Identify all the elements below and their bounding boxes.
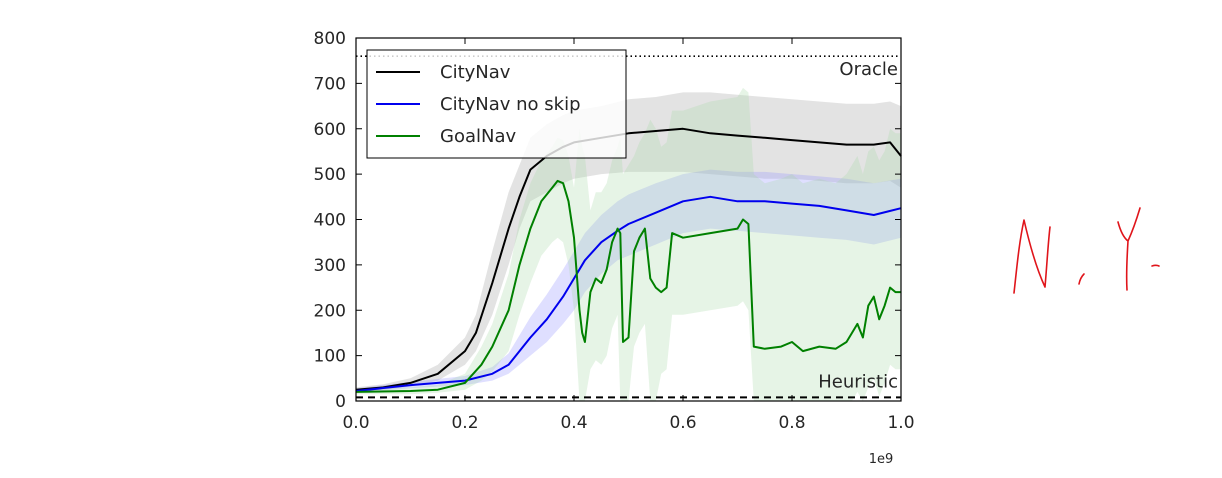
confidence-bands bbox=[356, 87, 901, 402]
x-tick-label: 0.0 bbox=[342, 413, 369, 433]
handwritten-dot-1 bbox=[1078, 273, 1085, 285]
x-tick-label: 0.6 bbox=[669, 413, 696, 433]
x-axis-offset-label: 1e9 bbox=[869, 452, 894, 467]
legend-label: GoalNav bbox=[440, 126, 516, 147]
axis-ticks: 0.0 0.2 0.4 0.6 0.8 1.0 0 100 200 300 400 500 600 700… bbox=[314, 29, 915, 433]
band-citynav bbox=[356, 92, 901, 392]
x-tick-label: 0.8 bbox=[778, 413, 805, 433]
refline-label-oracle: Oracle bbox=[839, 59, 898, 80]
series-line-citynav-no-skip bbox=[355, 195, 902, 392]
x-tick-label: 0.4 bbox=[560, 413, 587, 433]
x-tick-label: 0.2 bbox=[451, 413, 478, 433]
handwritten-letter-y bbox=[1117, 207, 1141, 291]
reference-line-labels: Oracle Heuristic bbox=[818, 59, 898, 392]
y-tick-label: 700 bbox=[314, 74, 346, 94]
legend-label: CityNav bbox=[440, 62, 511, 83]
y-tick-label: 0 bbox=[335, 392, 346, 412]
legend-label: CityNav no skip bbox=[440, 94, 581, 115]
y-tick-label: 300 bbox=[314, 256, 346, 276]
y-tick-label: 800 bbox=[314, 29, 346, 49]
band-goalnav bbox=[356, 87, 901, 402]
y-tick-label: 500 bbox=[314, 165, 346, 185]
series-line-goalnav bbox=[355, 179, 901, 393]
y-tick-label: 200 bbox=[314, 301, 346, 321]
y-tick-label: 100 bbox=[314, 347, 346, 367]
refline-label-heuristic: Heuristic bbox=[818, 371, 898, 392]
legend: CityNav CityNav no skip GoalNav bbox=[366, 49, 627, 159]
handwritten-mark bbox=[1013, 207, 1160, 294]
band-citynav-no-skip bbox=[356, 169, 901, 393]
x-tick-label: 1.0 bbox=[887, 413, 914, 433]
handwritten-dot-2 bbox=[1151, 264, 1160, 267]
y-tick-label: 600 bbox=[314, 120, 346, 140]
y-tick-label: 400 bbox=[314, 211, 346, 231]
handwritten-letter-n bbox=[1013, 219, 1051, 294]
